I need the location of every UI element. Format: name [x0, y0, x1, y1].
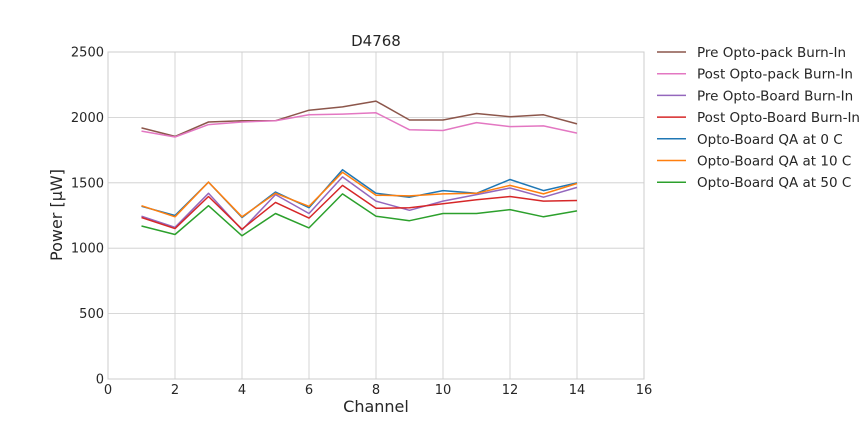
- series-line: [141, 100, 578, 138]
- series-line: [141, 171, 578, 218]
- x-tick-label: 4: [238, 383, 246, 398]
- x-tick-label: 12: [502, 383, 519, 398]
- ticks: 0 2 4 6 8 10 12 14 16 0 500 1000 1500 2000 2500: [71, 46, 652, 399]
- y-axis-label: Power [μW]: [47, 169, 66, 261]
- y-tick-label: 0: [96, 373, 104, 388]
- y-tick-label: 1000: [71, 242, 104, 257]
- x-tick-label: 6: [305, 383, 313, 398]
- legend-label: Pre Opto-Board Burn-In: [697, 88, 853, 104]
- legend-label: Opto-Board QA at 10 C: [697, 154, 851, 170]
- series-line: [141, 193, 578, 237]
- legend-label: Opto-Board QA at 50 C: [697, 175, 851, 191]
- x-tick-label: 8: [372, 383, 380, 398]
- series-line: [141, 176, 578, 231]
- x-tick-label: 14: [569, 383, 586, 398]
- legend: Pre Opto-pack Burn-In Post Opto-pack Burn…: [657, 45, 860, 191]
- series-line: [141, 184, 578, 230]
- y-tick-label: 2000: [71, 111, 104, 126]
- legend-label: Pre Opto-pack Burn-In: [697, 45, 846, 61]
- legend-label: Opto-Board QA at 0 C: [697, 132, 843, 148]
- legend-label: Post Opto-pack Burn-In: [697, 67, 853, 83]
- series-layer: [141, 100, 578, 237]
- x-tick-label: 16: [636, 383, 653, 398]
- chart-title: D4768: [351, 32, 401, 50]
- x-tick-label: 10: [435, 383, 452, 398]
- y-tick-label: 1500: [71, 176, 104, 191]
- x-tick-label: 0: [104, 383, 112, 398]
- y-tick-label: 500: [79, 307, 104, 322]
- series-line: [141, 112, 578, 138]
- plot-frame: [107, 51, 645, 380]
- legend-label: Post Opto-Board Burn-In: [697, 110, 860, 126]
- x-axis-label: Channel: [343, 397, 409, 416]
- y-tick-label: 2500: [71, 46, 104, 61]
- x-tick-label: 2: [171, 383, 179, 398]
